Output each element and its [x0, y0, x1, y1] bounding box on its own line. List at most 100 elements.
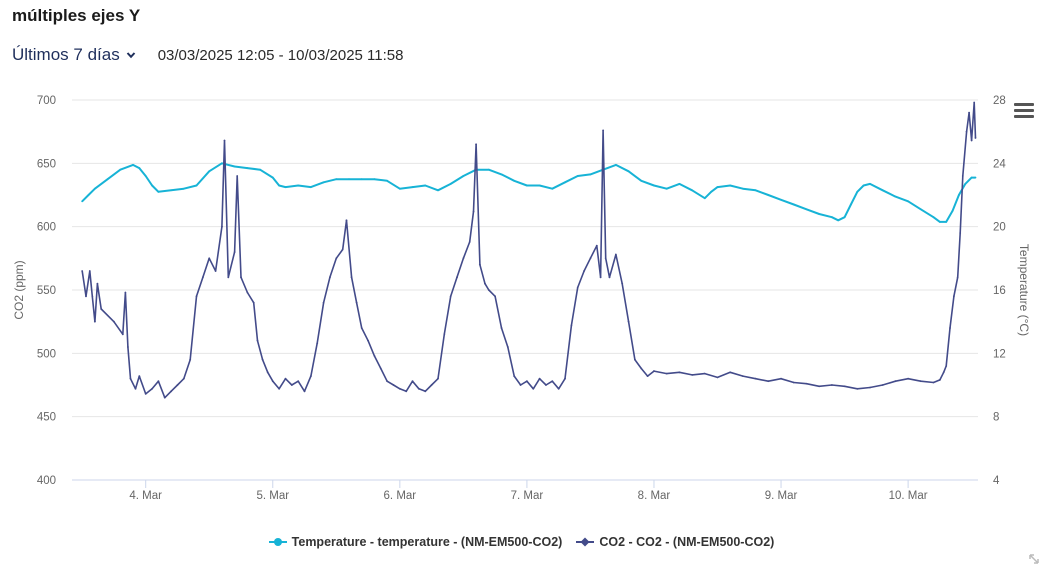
legend-circle-icon: [268, 538, 287, 546]
data-point: [411, 380, 414, 383]
data-point: [640, 179, 643, 182]
data-point: [484, 282, 486, 285]
data-point: [974, 137, 977, 139]
data-point: [113, 320, 115, 323]
data-point: [538, 184, 541, 187]
page-title: múltiples ejes Y: [12, 6, 141, 25]
data-point: [468, 240, 471, 243]
data-point: [487, 168, 490, 171]
data-point: [513, 375, 516, 378]
data-point: [91, 295, 94, 298]
data-point: [805, 382, 808, 385]
data-point: [545, 384, 547, 386]
y-right-tick-label: 4: [993, 475, 1000, 487]
data-point: [608, 276, 611, 279]
data-point: [309, 186, 312, 188]
points-temperature: [81, 162, 977, 223]
data-point: [830, 216, 833, 219]
x-tick-label: 4. Mar: [129, 490, 162, 502]
legend-item-temperature[interactable]: Temperature - temperature - (NM-EM500-CO…: [268, 535, 562, 549]
y-left-tick-label: 400: [37, 475, 56, 487]
data-point: [729, 371, 732, 374]
date-range-bar: Últimos 7 días 03/03/2025 12:05 - 10/03/…: [12, 45, 403, 65]
data-point: [665, 187, 668, 190]
data-point: [526, 380, 528, 383]
grid-lines: [72, 99, 978, 481]
data-point: [792, 203, 795, 206]
data-point: [862, 184, 865, 187]
data-point: [462, 175, 465, 177]
data-point: [589, 173, 592, 176]
data-point: [96, 282, 99, 285]
data-point: [500, 173, 503, 176]
data-point: [494, 295, 497, 298]
series-line-co2: [81, 101, 977, 399]
data-point: [208, 257, 211, 260]
data-point: [604, 257, 607, 260]
data-point: [350, 276, 353, 279]
y-left-tick-label: 700: [37, 95, 56, 107]
data-point: [129, 377, 132, 380]
data-point: [221, 225, 223, 228]
data-point: [290, 384, 293, 386]
y-right-tick-label: 8: [993, 412, 999, 424]
data-point: [475, 143, 477, 146]
data-point: [355, 301, 358, 304]
data-point: [214, 270, 217, 272]
data-point: [564, 377, 566, 380]
data-point: [952, 295, 955, 298]
data-point: [570, 324, 573, 327]
data-point: [124, 291, 127, 294]
y-left-tick-label: 500: [37, 348, 56, 360]
data-point: [487, 289, 490, 291]
y-right-axis-title: Temperature (°C): [1017, 244, 1031, 336]
data-point: [386, 380, 389, 383]
data-point: [259, 168, 261, 171]
data-point: [360, 178, 363, 181]
data-point: [974, 176, 977, 179]
data-point: [398, 387, 401, 390]
data-point: [144, 175, 147, 177]
data-point: [386, 179, 389, 182]
data-point: [805, 208, 808, 211]
data-point: [341, 248, 344, 251]
data-point: [144, 392, 147, 395]
data-point: [850, 203, 852, 206]
resize-handle-icon[interactable]: [1028, 553, 1040, 565]
data-point: [932, 381, 935, 384]
data-point: [754, 189, 757, 192]
hamburger-menu-icon[interactable]: [1014, 103, 1034, 119]
data-point: [956, 276, 959, 279]
data-point: [170, 390, 173, 393]
data-point: [345, 219, 348, 222]
data-point: [970, 176, 973, 179]
data-point: [640, 367, 643, 370]
legend-item-co2[interactable]: CO2 - CO2 - (NM-EM500-CO2): [576, 535, 774, 549]
data-point: [335, 257, 338, 260]
chevron-down-icon: [126, 52, 135, 59]
y-left-tick-label: 600: [37, 222, 56, 234]
data-point: [627, 320, 630, 323]
data-point: [208, 170, 211, 173]
data-point: [653, 370, 655, 372]
data-point: [716, 376, 719, 379]
data-point: [938, 221, 941, 223]
data-point: [472, 210, 475, 213]
data-point: [405, 390, 408, 393]
data-point: [261, 358, 264, 361]
data-point: [965, 130, 968, 133]
series-layer: [81, 101, 977, 399]
data-point: [945, 221, 948, 223]
data-point: [271, 380, 274, 383]
data-point: [81, 200, 84, 203]
data-point: [182, 187, 185, 190]
y-right-tick-label: 24: [993, 158, 1006, 170]
data-point: [919, 208, 922, 211]
axes: 400 450 500 550 600 650 700 4 8 12 16 20 24 28 4. Mar 5…: [12, 95, 1031, 502]
data-point: [138, 167, 141, 169]
data-point: [818, 213, 821, 215]
range-dropdown[interactable]: Últimos 7 días: [12, 45, 136, 65]
data-point: [271, 176, 274, 179]
y-right-tick-label: 16: [993, 285, 1006, 297]
data-point: [85, 295, 87, 298]
